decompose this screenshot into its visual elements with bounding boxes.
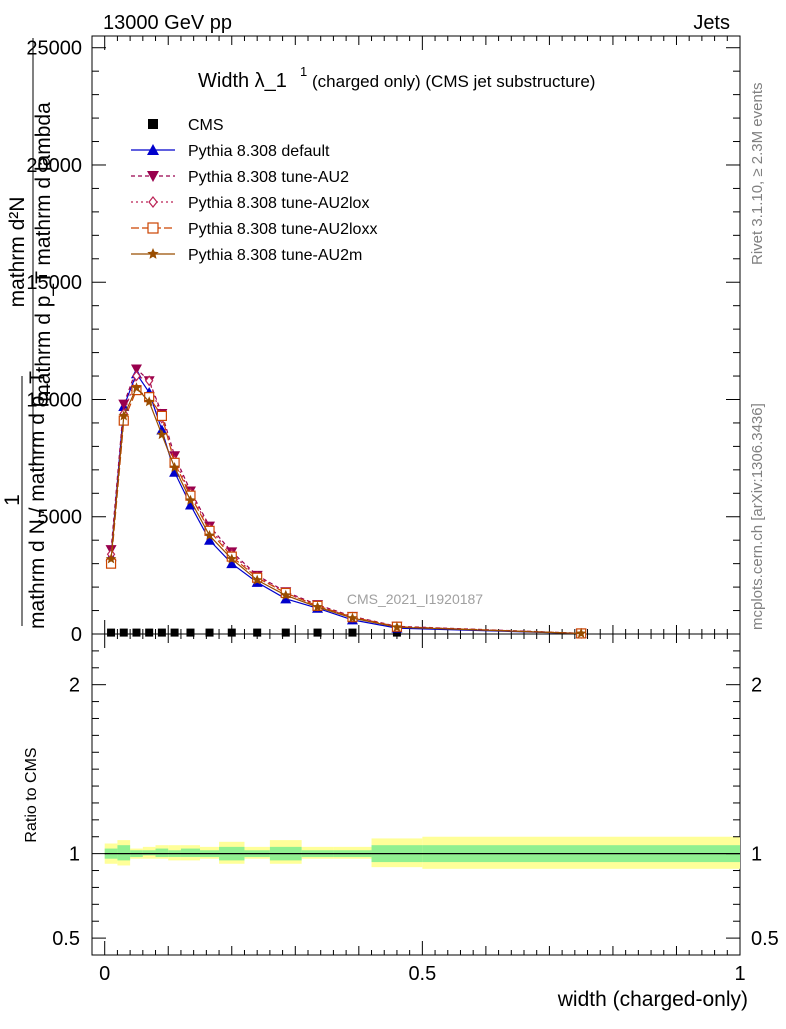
marker-star [156,429,168,440]
header-left: 13000 GeV pp [103,12,232,34]
ratio-y-tick-label-right: 0.5 [751,928,779,950]
marker-star [185,494,196,505]
y-tick-label: 15000 [26,272,82,294]
marker-star [131,382,142,393]
marker-square [170,628,179,637]
series-layer [105,364,587,639]
x-axis-label: width (charged-only) [557,988,748,1011]
marker-star [143,396,155,407]
marker-star [312,601,323,612]
marker-open-square [147,222,159,234]
y-tick-label: 10000 [26,389,82,411]
legend-label: Pythia 8.308 tune-AU2loxx [188,221,377,238]
ratio-band-green [142,850,156,856]
main-y-ticks: 0 5000 10000 15000 20000 25000 [26,36,741,646]
marker-star [391,621,403,632]
marker-square [205,628,214,637]
series-0 [107,628,586,637]
ratio-y-label: Ratio to CMS [23,747,40,842]
marker-square [157,628,166,637]
ylabel-prefactor: 1 [1,494,24,506]
x-tick-label: 0.5 [408,963,436,985]
marker-diamond [148,196,158,208]
marker-square [145,628,154,637]
marker-star [169,462,180,472]
marker-open-square [156,410,167,422]
marker-triangle-down [147,171,159,182]
marker-star [280,589,291,600]
rivet-label: Rivet 3.1.10, ≥ 2.3M events [749,83,766,266]
marker-star [575,628,587,638]
marker-diamond [132,370,141,382]
marker-square [107,628,116,637]
header-right: Jets [693,12,730,34]
x-tick-label: 1 [734,963,745,985]
marker-square [132,628,141,637]
marker-triangle-up [204,534,216,545]
marker-square [313,628,322,637]
marker-square [148,119,158,129]
ylabel-numerator: mathrm d²N [6,197,29,308]
series-line [110,375,582,634]
marker-triangle-up [226,558,238,569]
legend-label: Pythia 8.308 tune-AU2m [188,247,362,264]
marker-triangle-up [184,499,196,510]
title-rest: (charged only) (CMS jet substructure) [312,72,595,91]
ratio-panel-frame [91,633,741,956]
marker-triangle-down [118,399,130,410]
marker-star [204,530,215,540]
title-superscript: 1 [300,64,307,79]
ylabel-prefactor-denominator: mathrm d N / mathrm d p_T [26,371,49,629]
mcplots-label: mcplots.cern.ch [arXiv:1306.3436] [749,403,766,630]
x-tick-label: 0 [99,963,110,985]
marker-star [226,553,237,564]
watermark: CMS_2021_I1920187 [347,591,483,607]
y-tick-label: 0 [71,624,82,646]
main-title: Width λ_1 1 (charged only) (CMS jet subs… [198,64,595,92]
marker-diamond [144,375,154,387]
ratio-band-green [155,848,169,858]
ratio-band-green [180,848,200,858]
legend-label: Pythia 8.308 tune-AU2 [188,169,349,186]
ratio-y-tick-label-right: 2 [751,675,762,697]
legend-label: CMS [188,117,224,134]
marker-square [348,628,357,637]
marker-triangle-down [130,364,142,375]
ylabel-denominator: mathrm d p_T mathrm d lambda [32,102,55,402]
marker-square [253,628,262,637]
marker-star [347,612,358,623]
legend-label: Pythia 8.308 tune-AU2lox [188,195,369,212]
ratio-ticks: 0.5 0.5 1 1 2 2 0 0.5 1 [52,634,779,985]
ratio-band-green [117,845,131,861]
ratio-y-tick-label: 0.5 [52,928,80,950]
title-main: Width λ_1 [198,70,287,92]
ratio-y-tick-label: 2 [69,675,80,697]
marker-star [105,553,117,564]
marker-star [251,574,263,585]
legend: CMS Pythia 8.308 default Pythia 8.308 tune… [131,117,377,264]
y-axis-label: mathrm d²N mathrm d p_T mathrm d lambda … [1,38,55,629]
marker-star [118,410,129,421]
marker-triangle-up [147,144,159,155]
marker-square [281,628,290,637]
legend-label: Pythia 8.308 default [188,143,330,160]
ratio-y-tick-label-right: 1 [751,844,762,866]
marker-square [119,628,128,637]
marker-star [147,248,159,259]
marker-square [186,628,195,637]
ratio-y-tick-label: 1 [69,844,80,866]
marker-square [227,628,236,637]
y-tick-label: 25000 [26,38,82,60]
ratio-bands [104,836,740,869]
y-tick-label: 5000 [38,507,83,529]
series-5 [105,382,587,638]
y-tick-label: 20000 [26,155,82,177]
